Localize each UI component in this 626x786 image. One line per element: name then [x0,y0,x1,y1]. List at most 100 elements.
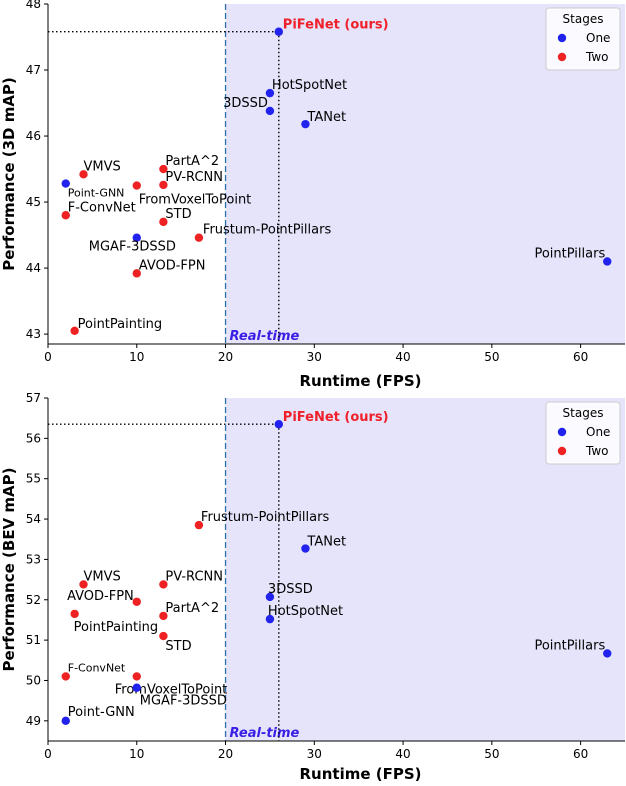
data-point [79,170,88,179]
y-tick-label: 46 [26,129,41,143]
legend-title: Stages [563,12,604,26]
data-point [61,211,70,220]
data-point-label: Point-GNN [68,187,125,200]
data-point-label: AVOD-FPN [67,589,134,604]
data-point [132,181,141,190]
data-point-label: TANet [306,535,346,550]
y-tick-label: 48 [26,0,41,11]
data-point [132,269,141,278]
x-tick-label: 30 [307,747,322,761]
data-point [194,233,204,242]
legend-label: One [586,31,610,45]
data-point [301,119,310,129]
data-point [603,649,612,658]
data-point-label: PointPainting [74,620,159,635]
x-tick-label: 0 [44,350,52,364]
data-point-label: MGAF-3DSSD [140,694,227,709]
data-point-label: PointPillars [534,638,605,653]
data-point-label: PointPillars [534,246,605,261]
data-point [132,683,141,692]
data-point [61,179,70,188]
legend-marker [557,52,567,62]
x-tick-label: 40 [395,350,410,364]
data-point-label: FromVoxelToPoint [115,682,228,697]
data-point [159,164,168,174]
data-point-label: STD [165,639,191,654]
y-tick-label: 51 [26,633,41,647]
data-point-label: Frustum-PointPillars [201,510,330,525]
data-point [265,88,275,98]
y-tick-label: 44 [26,261,41,275]
x-tick-label: 50 [484,350,499,364]
data-point [265,106,275,116]
realtime-label: Real-time [230,726,300,741]
chart-panel-2: Real-time 0 10 20 30 40 50 60 49 50 51 52 53 54 55 56 57… [0,391,626,783]
data-point [265,592,275,602]
realtime-label: Real-time [230,329,300,344]
y-tick-label: 43 [26,327,41,341]
data-point-label: VMVS [84,569,121,584]
data-point [61,672,70,681]
data-point-label: MGAF-3DSSD [89,240,176,255]
x-tick-label: 50 [484,747,499,761]
x-axis-title: Runtime (FPS) [300,765,422,782]
x-tick-label: 20 [218,747,233,761]
x-tick-label: 10 [129,747,144,761]
data-point [132,672,141,681]
y-tick-label: 50 [26,673,41,687]
x-tick-label: 60 [573,350,588,364]
y-tick-label: 54 [26,512,41,526]
data-point-label: AVOD-FPN [139,258,206,273]
data-point-label: F-ConvNet [68,200,136,215]
data-point [274,420,283,429]
data-point [265,614,275,624]
y-tick-label: 53 [26,552,41,566]
data-point [132,597,141,606]
y-tick-label: 45 [26,195,41,209]
highlight-point-label: PiFeNet (ours) [283,410,389,425]
data-point-label: PV-RCNN [165,170,223,185]
data-point [79,580,88,589]
legend-title: Stages [563,406,604,420]
y-axis-title: Performance (BEV mAP) [0,468,18,672]
data-point-label: PV-RCNN [165,569,223,584]
x-axis-title: Runtime (FPS) [300,372,422,390]
data-point [274,27,283,36]
x-tick-label: 60 [573,747,588,761]
data-point [301,544,310,553]
y-tick-label: 57 [26,391,41,405]
data-point-label: TANet [306,110,346,125]
legend-label: Two [585,444,609,458]
data-point [159,180,168,190]
data-point [159,611,168,621]
x-tick-label: 10 [129,350,144,364]
data-point-label: STD [165,207,191,222]
data-point [159,217,168,227]
data-point [132,233,141,242]
legend-marker [557,33,567,43]
data-point [70,326,79,335]
data-point [70,609,79,619]
data-point-label: VMVS [84,159,121,174]
y-tick-label: 55 [26,472,41,486]
legend-marker [557,427,567,437]
data-point-label: FromVoxelToPoint [139,193,252,208]
data-point-label: HotSpotNet [272,78,347,93]
x-tick-label: 20 [218,350,233,364]
data-point-label: Point-GNN [68,705,135,720]
x-tick-label: 0 [44,747,52,761]
highlight-point-label: PiFeNet (ours) [283,18,389,33]
data-point [159,580,168,589]
x-tick-label: 30 [307,350,322,364]
y-tick-label: 52 [26,593,41,607]
y-tick-label: 56 [26,431,41,445]
data-point-label: PointPainting [78,317,163,332]
legend-label: One [586,425,610,439]
legend-marker [557,446,567,456]
y-axis-title: Performance (3D mAP) [0,77,18,271]
chart-panel-1: Real-time 0 10 20 30 40 50 60 43 44 45 46 47 48 Runtim… [0,0,626,390]
data-point [159,631,168,641]
data-point [194,520,204,530]
data-point-label: F-ConvNet [68,661,126,674]
